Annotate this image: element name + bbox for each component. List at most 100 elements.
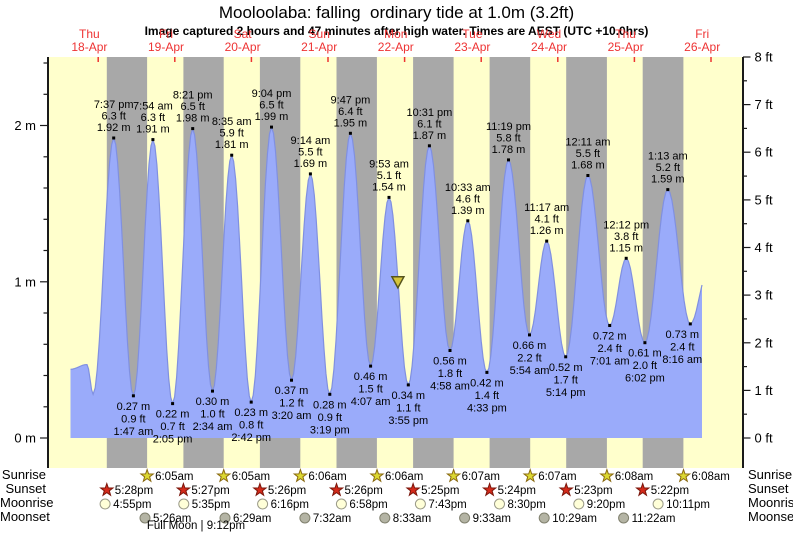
day-label-weekday: Wed xyxy=(537,27,561,41)
tide-point-dot xyxy=(211,389,214,393)
right-axis-label: 4 ft xyxy=(755,240,773,255)
tide-annotation-high: 6.5 ft xyxy=(259,100,283,112)
tide-point-dot xyxy=(688,322,692,326)
sunrise-star-icon xyxy=(369,467,385,483)
sunrise-time: 6:08am xyxy=(692,471,730,483)
tide-annotation-high: 11:19 pm xyxy=(486,121,531,133)
sunrise-star-icon xyxy=(292,467,309,483)
tide-annotation-low: 1.5 ft xyxy=(358,384,382,396)
moonset-circle-icon xyxy=(139,512,151,524)
tide-annotation-high: 1.78 m xyxy=(492,144,526,156)
tide-annotation-low: 1.0 ft xyxy=(200,409,224,421)
right-axis-label: 8 ft xyxy=(755,50,773,65)
day-label-weekday: Sat xyxy=(234,27,253,41)
moonrise-time: 6:16pm xyxy=(271,499,309,511)
tide-point-dot xyxy=(666,188,670,192)
moonrise-row-label-left: Moonrise xyxy=(0,495,54,510)
moonrise-circle-icon xyxy=(335,498,347,510)
tide-point-dot xyxy=(466,219,470,223)
tide-point-dot xyxy=(564,355,568,359)
tide-point-dot xyxy=(387,195,391,199)
tide-annotation-low: 0.42 m xyxy=(470,377,504,389)
chart-subtitle: Image captured 2 hours and 47 minutes af… xyxy=(144,24,649,38)
tide-annotation-high: 1.68 m xyxy=(571,160,605,172)
tide-annotation-high: 1.59 m xyxy=(651,174,685,186)
sunrise-time: 6:05am xyxy=(155,471,193,483)
tide-annotation-high: 1.81 m xyxy=(215,139,249,151)
moonrise-circle-icon xyxy=(652,498,664,510)
tide-annotation-high: 1.39 m xyxy=(451,205,485,217)
tide-point-dot xyxy=(608,324,612,327)
moonset-time: 9:33am xyxy=(473,513,511,525)
tide-annotation-low: 0.73 m xyxy=(665,329,699,341)
moonrise-circle-icon xyxy=(99,498,111,510)
sunset-time: 5:28pm xyxy=(115,485,153,497)
tide-annotation-high: 9:14 am xyxy=(291,135,331,147)
tide-annotation-low: 0.46 m xyxy=(354,371,388,383)
tide-annotation-high: 1.91 m xyxy=(136,124,170,136)
tide-point-dot xyxy=(171,402,175,406)
tide-annotation-low: 0.61 m xyxy=(628,348,662,360)
tide-annotation-high: 9:04 pm xyxy=(252,88,292,100)
tide-annotation-low: 4:58 am xyxy=(430,381,470,393)
tide-annotation-low: 2:34 am xyxy=(193,421,233,433)
moonrise-time: 5:35pm xyxy=(192,499,230,511)
tide-point-dot xyxy=(643,341,647,345)
tide-annotation-low: 0.66 m xyxy=(513,340,547,352)
tide-annotation-high: 4.1 ft xyxy=(534,214,558,226)
moonrise-time: 4:55pm xyxy=(113,499,151,511)
tide-annotation-high: 8:35 am xyxy=(212,116,252,128)
tide-point-dot xyxy=(448,349,452,352)
moonrise-circle-icon xyxy=(494,498,505,510)
tide-point-dot xyxy=(528,333,531,337)
tide-annotation-low: 0.9 ft xyxy=(318,412,342,424)
tide-annotation-high: 1.98 m xyxy=(176,113,210,125)
moonrise-time: 9:20pm xyxy=(587,499,625,511)
tide-point-dot xyxy=(485,370,489,374)
tide-annotation-low: 8:16 am xyxy=(662,354,702,366)
capture-time-marker xyxy=(390,276,406,290)
tide-annotation-high: 10:33 am xyxy=(445,182,491,194)
tide-annotation-high: 7:37 pm xyxy=(94,99,134,111)
sunset-star-icon xyxy=(99,481,115,497)
sunset-time: 5:24pm xyxy=(498,485,536,497)
moonrise-circle-icon xyxy=(178,498,190,510)
tide-annotation-low: 1.7 ft xyxy=(553,374,577,386)
tide-annotation-high: 12:11 am xyxy=(565,137,610,149)
tide-annotation-low: 0.56 m xyxy=(433,356,467,368)
moonrise-time: 8:30pm xyxy=(508,499,546,511)
right-axis-label: 1 ft xyxy=(755,383,773,398)
tide-annotation-low: 1.1 ft xyxy=(396,402,420,414)
tide-point-dot xyxy=(369,364,373,368)
day-label-date: 18-Apr xyxy=(71,40,107,54)
sunrise-row-label-right: Sunrise xyxy=(748,467,793,482)
right-axis-label: 7 ft xyxy=(755,97,773,112)
day-label-date: 19-Apr xyxy=(148,40,184,54)
tide-annotation-low: 0.9 ft xyxy=(121,413,145,425)
sunrise-star-icon xyxy=(139,467,155,483)
tide-point-dot xyxy=(270,125,273,129)
tide-point-dot xyxy=(586,174,590,177)
tide-point-dot xyxy=(406,383,410,387)
sunset-time: 5:22pm xyxy=(651,485,689,497)
tide-annotation-low: 0.34 m xyxy=(391,390,425,402)
day-label-weekday: Mon xyxy=(384,27,407,41)
tide-annotation-high: 9:47 pm xyxy=(331,94,371,106)
moonset-row-label-right: Moonset xyxy=(748,509,793,524)
tide-annotation-low: 2.0 ft xyxy=(633,360,657,372)
day-label-weekday: Thu xyxy=(79,27,100,41)
tide-annotation-low: 0.23 m xyxy=(234,407,268,419)
tide-point-dot xyxy=(191,127,195,131)
tide-annotation-high: 5.5 ft xyxy=(298,146,322,158)
tide-annotation-low: 2:05 pm xyxy=(153,434,193,446)
tide-annotation-high: 6.1 ft xyxy=(417,118,441,130)
sunset-star-icon xyxy=(481,481,498,497)
tide-area xyxy=(70,127,702,438)
sunset-time: 5:23pm xyxy=(574,485,612,497)
sunset-star-icon xyxy=(328,481,345,497)
full-moon-note: Full Moon | 9:12pm xyxy=(146,520,246,532)
moonset-time: 5:26am xyxy=(153,513,191,525)
tide-annotation-high: 5.1 ft xyxy=(377,170,401,182)
tide-point-dot xyxy=(348,131,352,135)
